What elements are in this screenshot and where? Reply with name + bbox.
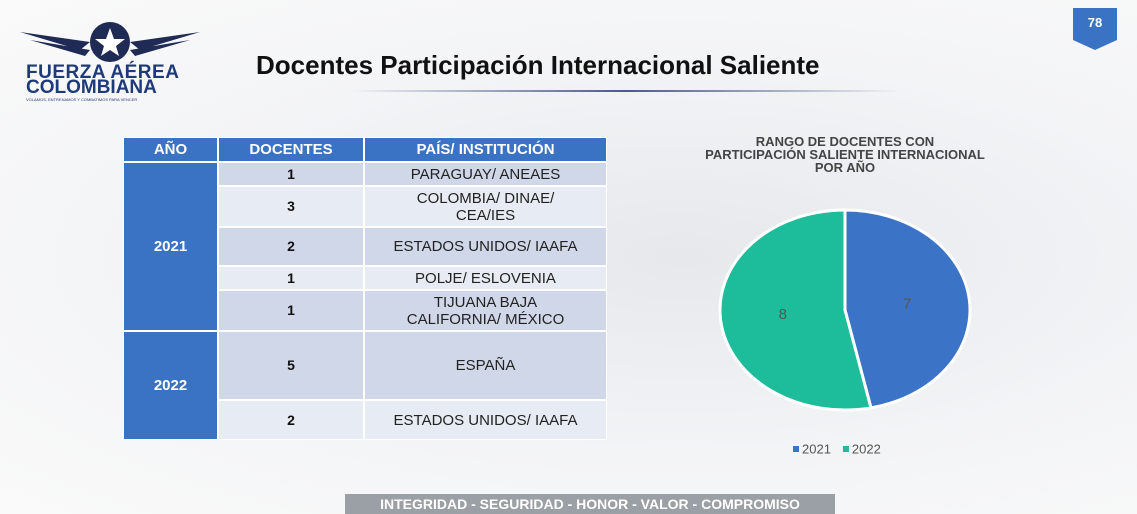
- country-institution: ESTADOS UNIDOS/ IAAFA: [364, 227, 607, 266]
- teachers-count: 5: [218, 331, 364, 400]
- teachers-count: 3: [218, 186, 364, 227]
- teachers-count: 2: [218, 400, 364, 440]
- column-header: DOCENTES: [218, 137, 364, 162]
- legend-label: 2021: [802, 441, 831, 456]
- column-header: PAÍS/ INSTITUCIÓN: [364, 137, 607, 162]
- logo-name: COLOMBIANA: [26, 77, 157, 98]
- footer-values: INTEGRIDAD - SEGURIDAD - HONOR - VALOR -…: [345, 494, 835, 514]
- pie-slice: [843, 208, 972, 410]
- page-number: 78: [1088, 15, 1102, 30]
- country-institution: PARAGUAY/ ANEAES: [364, 162, 607, 186]
- legend-swatch: [842, 446, 849, 452]
- pie-slice: [718, 208, 873, 412]
- chart-title: RANGO DE DOCENTES CON PARTICIPACIÓN SALIE…: [705, 134, 985, 175]
- logo-name: FUERZA AÉREA: [26, 62, 180, 83]
- slide-title: Docentes Participación Internacional Sal…: [256, 50, 820, 80]
- country-institution: ESPAÑA: [364, 331, 607, 400]
- legend-label: 2022: [852, 441, 881, 456]
- year: 2021: [123, 162, 218, 331]
- title-underline: [350, 90, 900, 92]
- data-label: 8: [779, 306, 787, 323]
- legend-swatch: [793, 446, 799, 452]
- country-institution: COLOMBIA/ DINAE/ CEA/IES: [364, 186, 607, 227]
- teachers-count: 2: [218, 227, 364, 266]
- teachers-count: 1: [218, 162, 364, 186]
- page-badge: 78: [1073, 8, 1117, 50]
- country-institution: ESTADOS UNIDOS/ IAAFA: [364, 400, 607, 440]
- data-label: 7: [903, 296, 911, 313]
- teachers-count: 1: [218, 266, 364, 290]
- year: 2022: [123, 331, 218, 440]
- teachers-count: 1: [218, 290, 364, 331]
- logo-motto: VOLAMOS, ENTRENAMOS Y COMBATIMOS PARA VE…: [26, 97, 138, 102]
- country-institution: POLJE/ ESLOVENIA: [364, 266, 607, 290]
- logo-emblem: [20, 22, 200, 62]
- column-header: AÑO: [123, 137, 218, 162]
- country-institution: TIJUANA BAJA CALIFORNIA/ MÉXICO: [364, 290, 607, 331]
